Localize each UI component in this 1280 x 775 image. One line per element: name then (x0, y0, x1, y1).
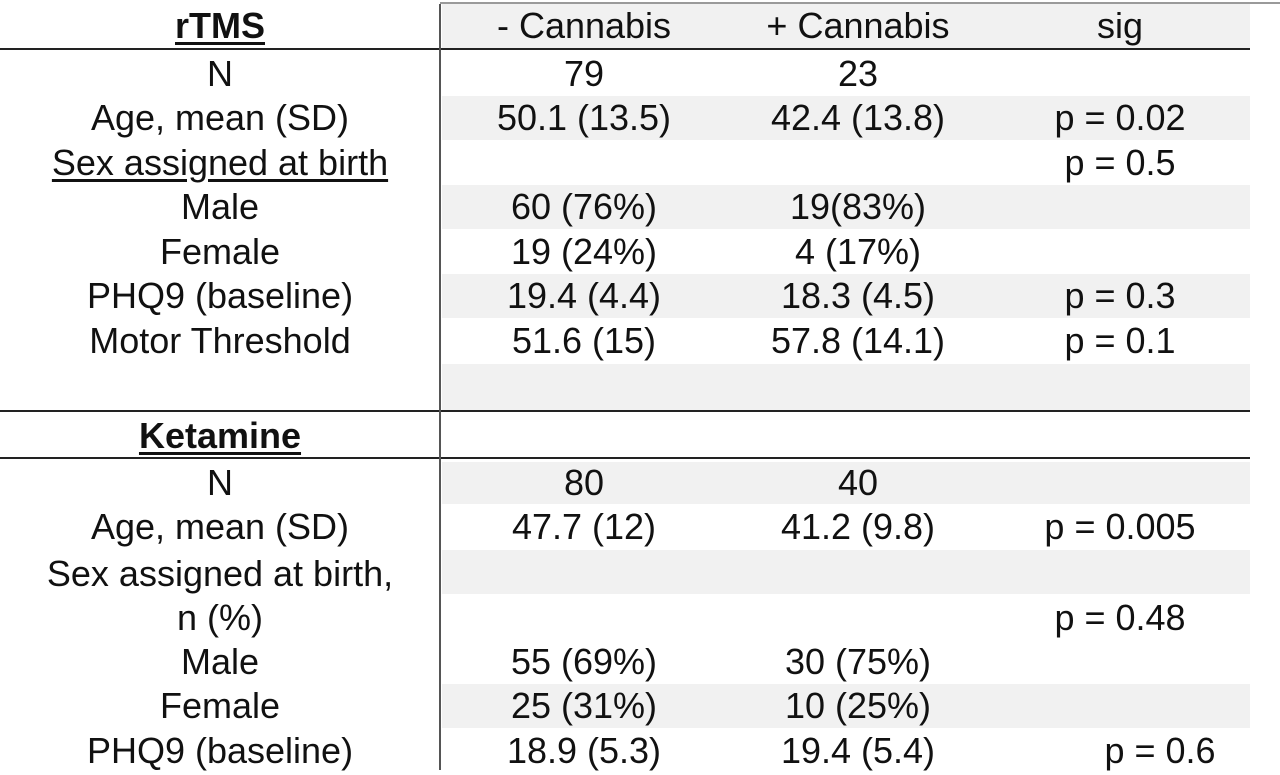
value-plus (728, 596, 988, 640)
ketamine-header-rule (0, 457, 1250, 459)
shade-band (442, 364, 1250, 410)
value-sig: p = 0.48 (1054, 597, 1186, 638)
value-sig (990, 461, 1250, 505)
shade-band (442, 684, 1250, 728)
col-header-plus-cannabis: + Cannabis (766, 5, 950, 46)
value-plus: 10 (25%) (784, 685, 932, 726)
section-rule (0, 410, 1250, 412)
row-label-continued: n (%) (176, 597, 263, 638)
table-row: N 79 23 (0, 52, 1280, 96)
value-sig (990, 684, 1250, 728)
top-border (440, 2, 1280, 4)
value-minus (442, 596, 726, 640)
shade-band (442, 274, 1250, 318)
value-minus: 55 (69%) (510, 641, 658, 682)
table-row: Male 60 (76%) 19(83%) (0, 185, 1280, 229)
row-label: N (207, 462, 233, 503)
table-row: PHQ9 (baseline) 18.9 (5.3) 19.4 (5.4) p … (0, 729, 1280, 773)
table-row: Age, mean (SD) 47.7 (12) 41.2 (9.8) p = … (0, 505, 1280, 549)
value-plus: 41.2 (9.8) (780, 506, 936, 547)
value-minus: 18.9 (5.3) (506, 730, 662, 771)
row-label: Sex assigned at birth (51, 142, 389, 183)
value-plus: 42.4 (13.8) (770, 97, 946, 138)
value-plus (728, 141, 988, 185)
table-row: Sex assigned at birth p = 0.5 (0, 141, 1280, 185)
row-label: Age, mean (SD) (90, 97, 350, 138)
value-minus: 51.6 (15) (511, 320, 657, 361)
value-sig: p = 0.1 (1064, 320, 1176, 361)
value-sig: p = 0.5 (1064, 142, 1176, 183)
column-divider (439, 4, 441, 770)
value-plus: 30 (75%) (784, 641, 932, 682)
shade-band (442, 4, 1250, 48)
value-sig (990, 230, 1250, 274)
shade-band (442, 185, 1250, 229)
row-label: Sex assigned at birth, (46, 553, 394, 594)
value-minus (442, 141, 726, 185)
shade-band (442, 462, 1250, 504)
value-sig: p = 0.3 (1064, 275, 1176, 316)
row-label: Male (180, 186, 260, 227)
value-sig (990, 640, 1250, 684)
row-label: Age, mean (SD) (90, 506, 350, 547)
table-row: N 80 40 (0, 461, 1280, 505)
value-sig (990, 52, 1250, 96)
value-plus: 23 (837, 53, 879, 94)
value-sig: p = 0.005 (1044, 506, 1196, 547)
value-minus: 19.4 (4.4) (506, 275, 662, 316)
table-row: Male 55 (69%) 30 (75%) (0, 640, 1280, 684)
col-header-minus-cannabis: - Cannabis (496, 5, 672, 46)
row-label: N (207, 53, 233, 94)
value-minus: 79 (563, 53, 605, 94)
table-row: Age, mean (SD) 50.1 (13.5) 42.4 (13.8) p… (0, 96, 1280, 140)
row-label: Female (159, 231, 281, 272)
header-row: rTMS - Cannabis + Cannabis sig (0, 4, 1280, 48)
shade-band (442, 550, 1250, 594)
table-row: Female 25 (31%) 10 (25%) (0, 684, 1280, 728)
table-row: PHQ9 (baseline) 19.4 (4.4) 18.3 (4.5) p … (0, 274, 1280, 318)
ketamine-header-row: Ketamine (0, 414, 1280, 458)
value-plus: 40 (837, 462, 879, 503)
value-minus: 25 (31%) (510, 685, 658, 726)
value-sig: p = 0.02 (1054, 97, 1186, 138)
rtms-section-title: rTMS (175, 5, 265, 46)
value-plus: 19(83%) (789, 186, 927, 227)
value-plus: 18.3 (4.5) (780, 275, 936, 316)
header-rule (0, 48, 1250, 50)
value-minus: 47.7 (12) (511, 506, 657, 547)
table-row: n (%) p = 0.48 (0, 596, 1280, 640)
table-row: Female 19 (24%) 4 (17%) (0, 230, 1280, 274)
value-sig (990, 185, 1250, 229)
row-label: PHQ9 (baseline) (86, 730, 354, 771)
value-sig: p = 0.6 (1104, 730, 1216, 771)
value-plus: 19.4 (5.4) (780, 730, 936, 771)
row-label: PHQ9 (baseline) (86, 275, 354, 316)
row-label: Male (180, 641, 260, 682)
value-minus: 50.1 (13.5) (496, 97, 672, 138)
value-minus: 80 (563, 462, 605, 503)
table-row: Motor Threshold 51.6 (15) 57.8 (14.1) p … (0, 319, 1280, 363)
table-row: Sex assigned at birth, (0, 552, 1280, 596)
ketamine-section-title: Ketamine (138, 415, 302, 456)
value-minus: 19 (24%) (510, 231, 658, 272)
value-plus: 4 (17%) (794, 231, 922, 272)
value-plus: 57.8 (14.1) (770, 320, 946, 361)
col-header-sig: sig (1096, 5, 1144, 46)
row-label: Motor Threshold (89, 320, 351, 361)
value-minus: 60 (76%) (510, 186, 658, 227)
row-label: Female (159, 685, 281, 726)
shade-band (442, 96, 1250, 140)
